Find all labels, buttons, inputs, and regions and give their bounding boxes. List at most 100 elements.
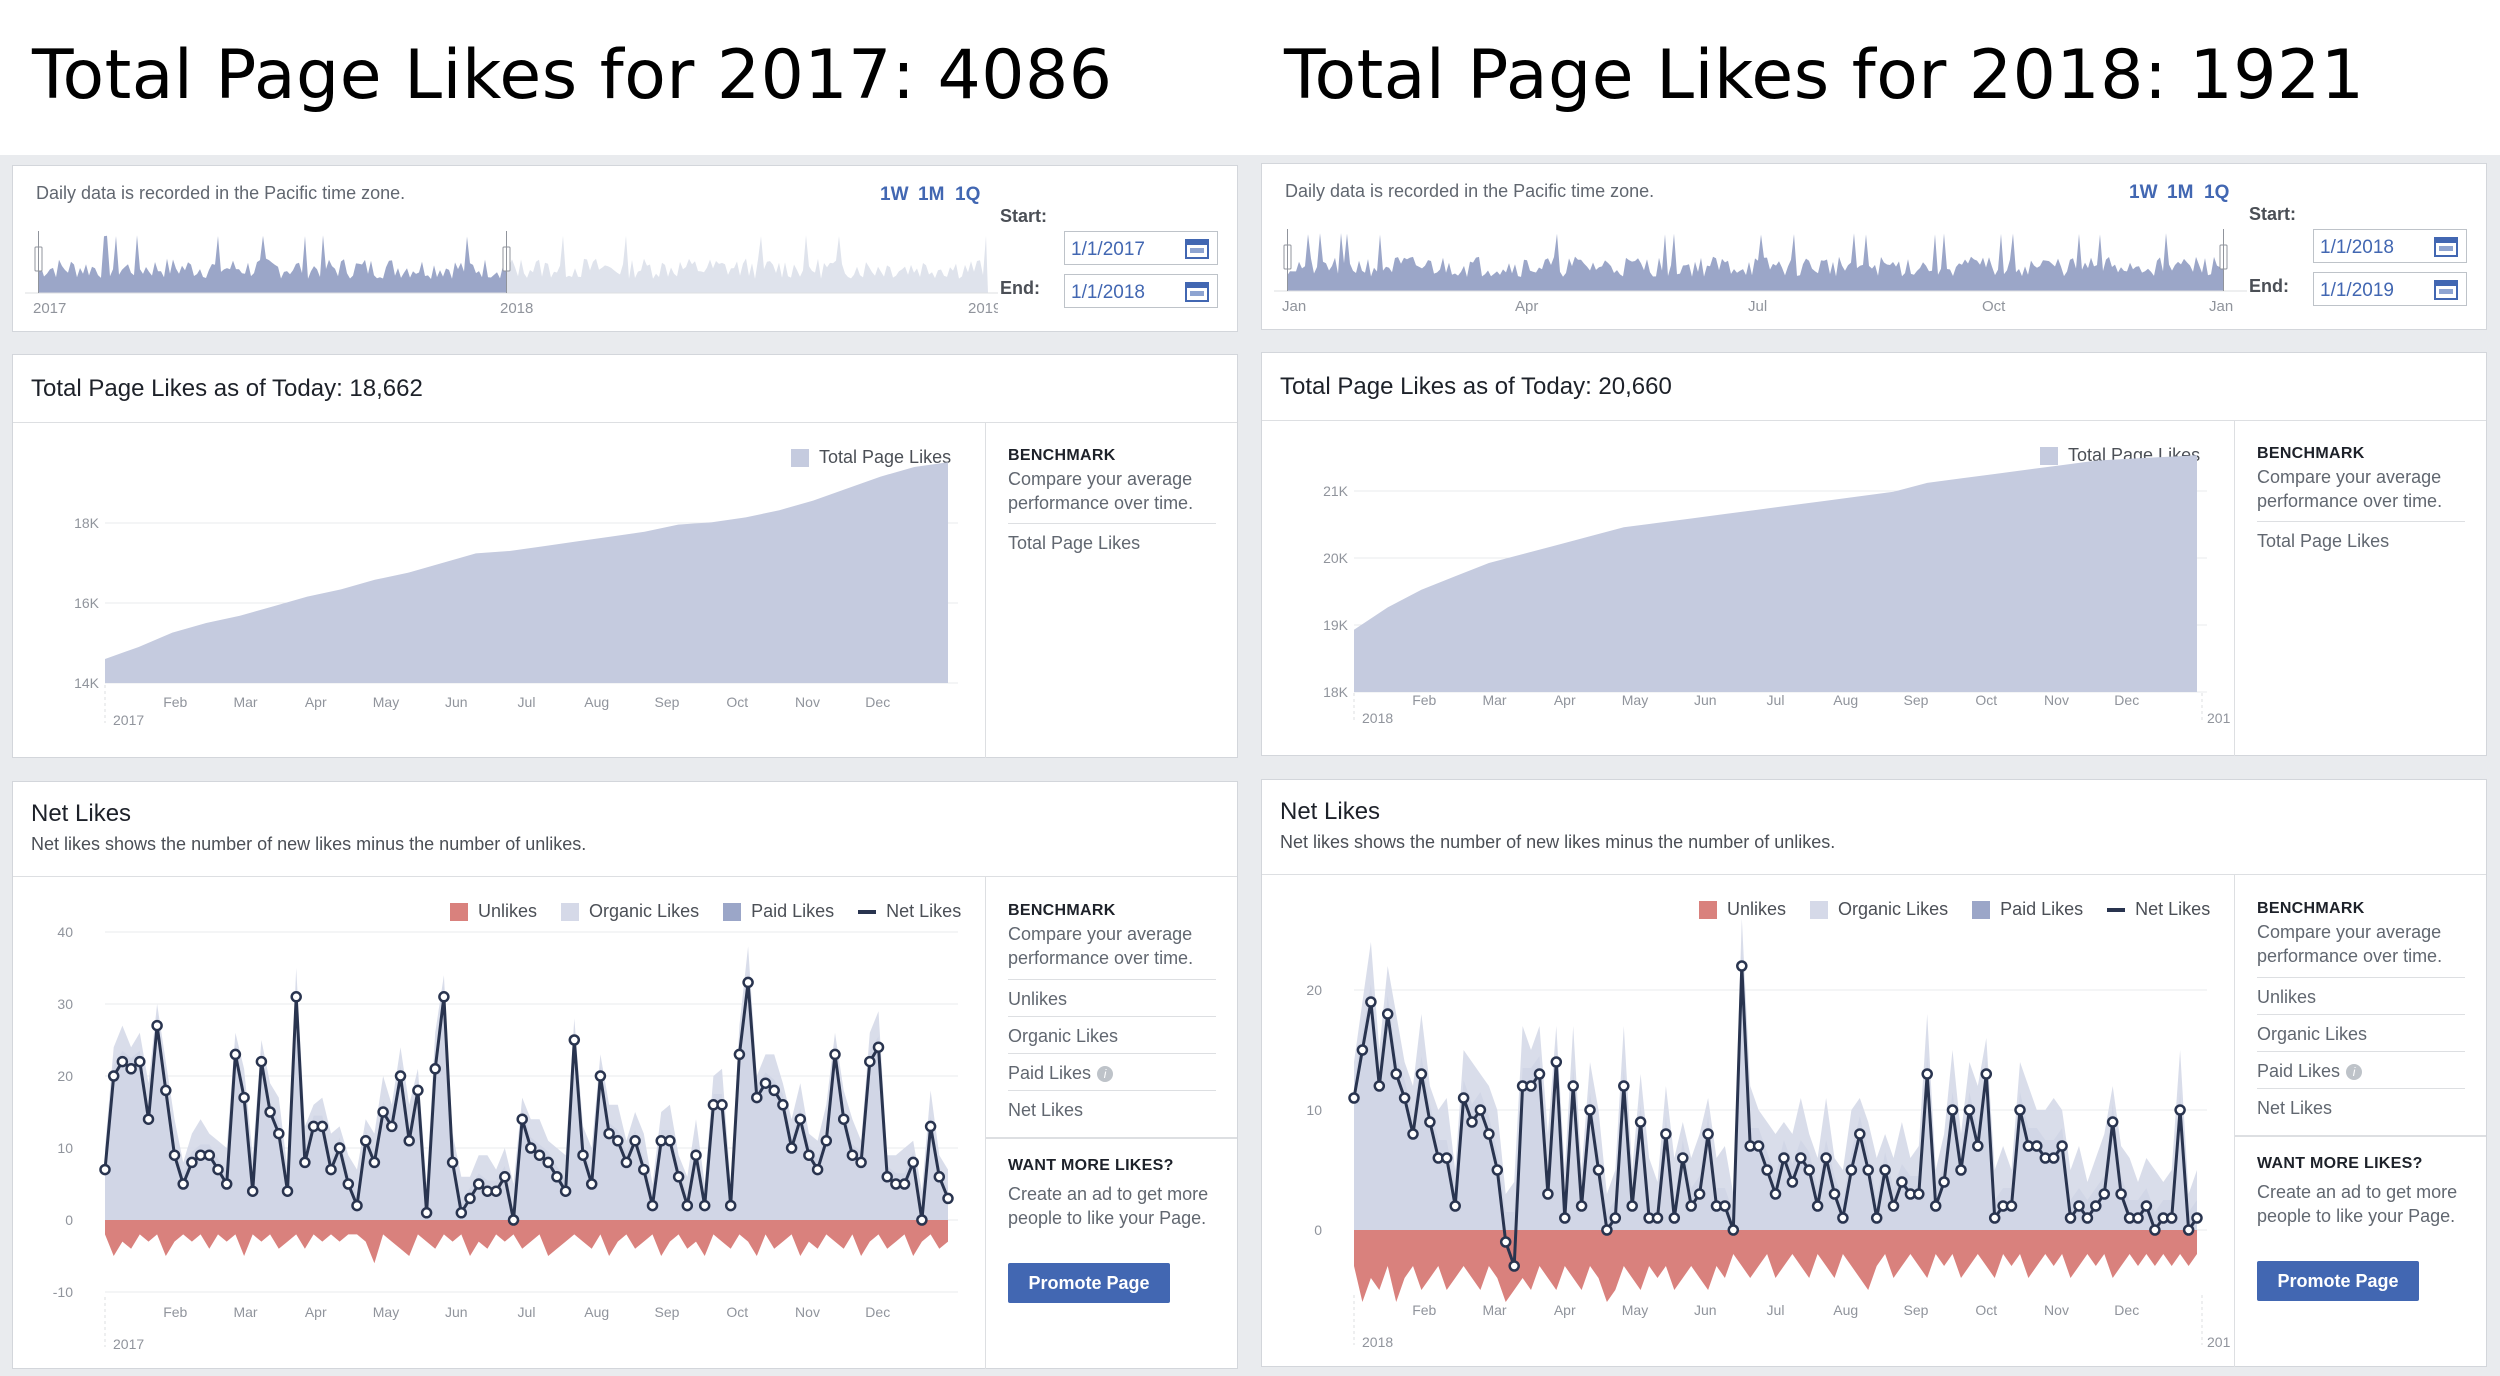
net-likes-point[interactable] — [690, 1149, 702, 1161]
net-likes-point[interactable] — [220, 1178, 233, 1190]
net-likes-point[interactable] — [1449, 1200, 1461, 1212]
net-likes-point[interactable] — [612, 1135, 624, 1147]
net-likes-point[interactable] — [1542, 1188, 1554, 1200]
net-likes-point[interactable] — [1508, 1260, 1520, 1272]
net-likes-point[interactable] — [924, 1120, 937, 1133]
net-likes-point[interactable] — [811, 1163, 824, 1176]
net-likes-point[interactable] — [1854, 1128, 1866, 1140]
net-likes-point[interactable] — [1803, 1164, 1815, 1176]
net-likes-point[interactable] — [1440, 1152, 1453, 1164]
net-likes-point[interactable] — [1373, 1080, 1386, 1092]
net-likes-point[interactable] — [134, 1055, 146, 1068]
net-likes-point[interactable] — [664, 1135, 676, 1147]
start-date-input[interactable]: 1/1/2017 — [1064, 231, 1218, 265]
net-likes-point[interactable] — [229, 1048, 242, 1061]
net-likes-point[interactable] — [1474, 1104, 1487, 1116]
net-likes-point[interactable] — [898, 1178, 911, 1190]
end-date-input[interactable]: 1/1/2018 — [1064, 274, 1218, 308]
benchmark-item-net-likes[interactable]: Net Likes — [2257, 1088, 2465, 1119]
net-likes-point[interactable] — [1795, 1152, 1807, 1164]
legend-total-page-likes[interactable]: Total Page Likes — [791, 447, 951, 468]
net-likes-point[interactable] — [716, 1099, 728, 1111]
net-likes-point[interactable] — [1457, 1092, 1470, 1104]
net-likes-point[interactable] — [1913, 1188, 1925, 1200]
net-likes-point[interactable] — [1634, 1116, 1647, 1128]
timeline-overview-chart[interactable]: Jan Apr Jul Oct Jan — [1272, 219, 2247, 329]
net-likes-point[interactable] — [438, 991, 450, 1003]
net-likes-point[interactable] — [1601, 1224, 1613, 1236]
net-likes-point[interactable] — [2098, 1188, 2111, 1200]
net-likes-point[interactable] — [603, 1127, 615, 1140]
net-likes-point[interactable] — [942, 1192, 954, 1205]
net-likes-point[interactable] — [594, 1070, 607, 1082]
net-likes-point[interactable] — [881, 1171, 893, 1183]
legend-net-likes[interactable]: Net Likes — [858, 901, 961, 922]
net-likes-point[interactable] — [1972, 1140, 1984, 1152]
net-likes-point[interactable] — [1955, 1164, 1967, 1176]
net-likes-point[interactable] — [1491, 1164, 1504, 1176]
net-likes-point[interactable] — [1828, 1188, 1841, 1200]
legend-paid-likes[interactable]: Paid Likes — [723, 901, 834, 922]
net-likes-point[interactable] — [125, 1063, 137, 1075]
net-likes-point[interactable] — [525, 1142, 537, 1154]
net-likes-point[interactable] — [646, 1199, 659, 1212]
legend-paid-likes[interactable]: Paid Likes — [1972, 899, 2083, 920]
net-likes-point[interactable] — [2115, 1188, 2127, 1200]
net-likes-point[interactable] — [2056, 1140, 2068, 1152]
total-likes-chart[interactable]: 21K 20K 19K 18K Feb Mar Apr May Jun Jul Aug Sep… — [1262, 421, 2234, 755]
range-1m-link[interactable]: 1M — [2167, 182, 2194, 203]
net-likes-point[interactable] — [916, 1214, 928, 1226]
net-likes-point[interactable] — [1483, 1128, 1495, 1140]
net-likes-point[interactable] — [1626, 1200, 1638, 1212]
net-likes-point[interactable] — [1677, 1152, 1689, 1164]
net-likes-point[interactable] — [264, 1106, 276, 1118]
net-likes-chart[interactable]: 40 30 20 10 0 -10 Feb Mar Apr May Jun Jul Aug Sep Oct… — [13, 877, 985, 1369]
benchmark-item-total-page-likes[interactable]: Total Page Likes — [1008, 523, 1216, 554]
net-likes-point[interactable] — [1424, 1116, 1436, 1128]
net-likes-point[interactable] — [420, 1207, 433, 1219]
net-likes-point[interactable] — [429, 1063, 441, 1075]
net-likes-point[interactable] — [1946, 1104, 1959, 1116]
net-likes-point[interactable] — [2140, 1200, 2153, 1212]
net-likes-point[interactable] — [638, 1163, 650, 1176]
net-likes-point[interactable] — [1398, 1092, 1411, 1104]
calendar-icon[interactable] — [1185, 282, 1209, 302]
net-likes-point[interactable] — [1559, 1212, 1571, 1224]
net-likes-point[interactable] — [733, 1048, 746, 1061]
net-likes-point[interactable] — [2047, 1152, 2060, 1164]
net-likes-point[interactable] — [394, 1070, 407, 1082]
net-likes-point[interactable] — [386, 1120, 398, 1133]
net-likes-point[interactable] — [203, 1149, 216, 1161]
net-likes-point[interactable] — [1618, 1080, 1630, 1092]
net-likes-point[interactable] — [1929, 1200, 1942, 1212]
net-likes-point[interactable] — [1466, 1116, 1478, 1128]
start-date-input[interactable]: 1/1/2018 — [2313, 229, 2467, 263]
net-likes-point[interactable] — [1381, 1008, 1394, 1020]
net-likes-point[interactable] — [2174, 1104, 2186, 1116]
net-likes-point[interactable] — [368, 1156, 381, 1169]
net-likes-point[interactable] — [1365, 996, 1377, 1008]
net-likes-point[interactable] — [1499, 1236, 1512, 1248]
net-likes-point[interactable] — [542, 1156, 554, 1169]
net-likes-point[interactable] — [2014, 1104, 2026, 1116]
net-likes-point[interactable] — [794, 1113, 807, 1125]
benchmark-item-unlikes[interactable]: Unlikes — [1008, 979, 1216, 1010]
net-likes-point[interactable] — [464, 1192, 476, 1205]
benchmark-item-organic-likes[interactable]: Organic Likes — [2257, 1014, 2465, 1045]
net-likes-point[interactable] — [1592, 1164, 1605, 1176]
net-likes-point[interactable] — [99, 1163, 111, 1176]
net-likes-point[interactable] — [629, 1135, 641, 1147]
net-likes-point[interactable] — [455, 1207, 468, 1219]
net-likes-point[interactable] — [1879, 1164, 1891, 1176]
net-likes-point[interactable] — [1584, 1104, 1596, 1116]
net-likes-point[interactable] — [1778, 1152, 1790, 1164]
net-likes-point[interactable] — [273, 1127, 285, 1140]
legend-organic-likes[interactable]: Organic Likes — [561, 901, 699, 922]
net-likes-point[interactable] — [1356, 1044, 1369, 1056]
net-likes-point[interactable] — [255, 1055, 268, 1068]
net-likes-point[interactable] — [246, 1185, 259, 1197]
info-icon[interactable]: i — [2346, 1064, 2363, 1081]
net-likes-point[interactable] — [681, 1199, 694, 1212]
net-likes-point[interactable] — [820, 1135, 833, 1147]
net-likes-point[interactable] — [1348, 1092, 1360, 1104]
